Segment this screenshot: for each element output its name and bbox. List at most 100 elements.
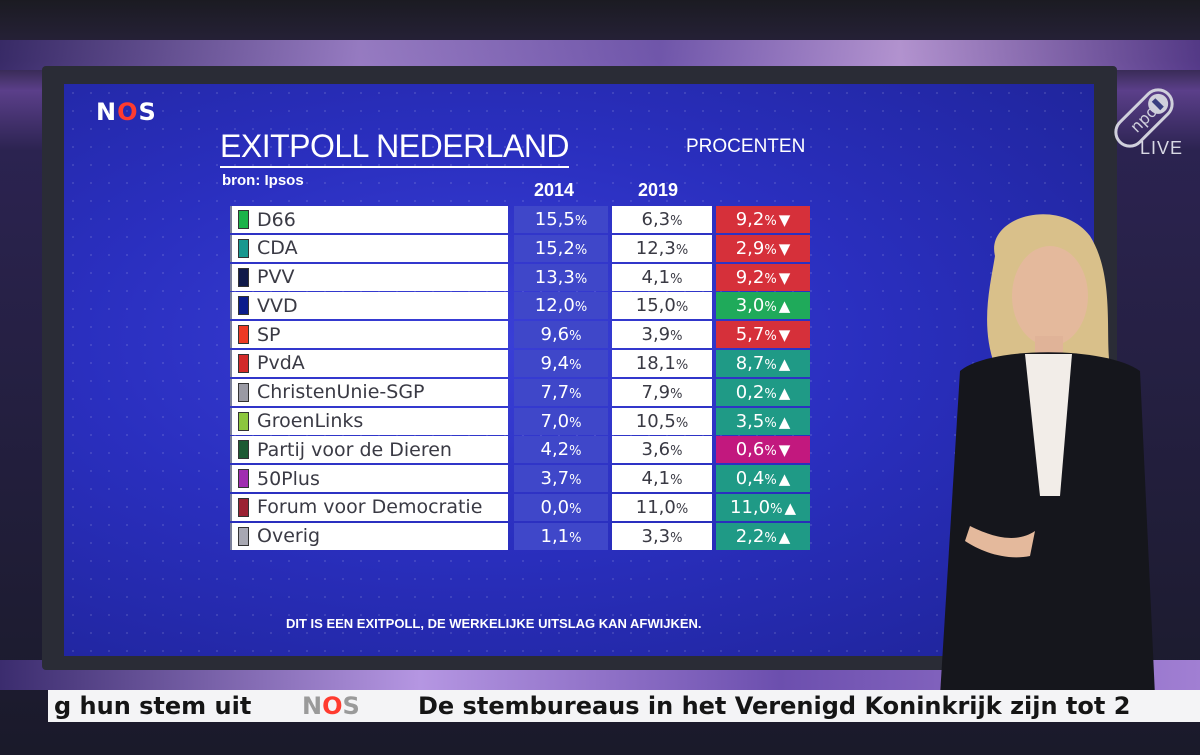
value-2019-cell: 3,9%	[612, 321, 712, 349]
percent-sign: %	[670, 271, 683, 287]
value-2014-cell: 12,0%	[514, 292, 608, 320]
change-cell: 0,4% ▲	[716, 465, 810, 493]
party-label: GroenLinks	[257, 410, 364, 433]
change-cell-value: 3,5	[735, 410, 765, 432]
table-row: Overig 1,1% 3,3% 2,2% ▲	[230, 522, 810, 552]
party-color-swatch	[238, 325, 249, 345]
value-2014-cell: 7,0%	[514, 407, 608, 435]
percent-sign: %	[764, 357, 777, 373]
value-2014-cell: 1,1%	[514, 522, 608, 550]
value-2014-cell-value: 3,7	[540, 468, 570, 490]
value-2014-cell-value: 9,6	[540, 324, 570, 346]
arrow-down-icon: ▼	[778, 211, 791, 229]
percent-sign: %	[764, 300, 777, 316]
party-color-swatch	[238, 353, 249, 373]
table-row: D66 15,5% 6,3% 9,2% ▼	[230, 206, 810, 235]
chart-title: EXITPOLL NEDERLAND	[220, 128, 570, 168]
table-row: GroenLinks 7,0% 10,5% 3,5% ▲	[230, 407, 810, 437]
ticker-nos-logo: NOS	[302, 692, 360, 720]
change-cell: 3,5% ▲	[716, 407, 810, 435]
value-2019-cell: 4,1%	[612, 465, 712, 493]
table-row: 50Plus 3,7% 4,1% 0,4% ▲	[230, 465, 810, 494]
percent-sign: %	[670, 473, 683, 489]
value-2014-cell: 15,5%	[514, 206, 608, 233]
value-2014-cell-value: 0,0	[540, 496, 570, 518]
percent-sign: %	[764, 415, 777, 431]
arrow-up-icon: ▲	[778, 297, 791, 316]
value-2019-cell: 3,6%	[612, 436, 712, 464]
party-label: PvdA	[257, 352, 305, 375]
arrow-up-icon: ▲	[784, 498, 796, 517]
party-color-swatch	[238, 411, 249, 431]
value-2014-cell: 3,7%	[514, 465, 608, 493]
percent-sign: %	[764, 530, 777, 546]
value-2014-cell: 9,4%	[514, 349, 608, 377]
percent-sign: %	[574, 271, 588, 287]
value-2019-cell-value: 18,1	[635, 352, 676, 374]
column-header-2014: 2014	[534, 180, 575, 200]
arrow-up-icon: ▲	[778, 412, 791, 431]
arrow-down-icon: ▼	[778, 441, 791, 460]
percent-sign: %	[764, 444, 777, 460]
value-2019-cell: 12,3%	[612, 234, 712, 262]
unit-label: PROCENTEN	[686, 136, 806, 157]
change-cell: 0,2% ▲	[716, 378, 810, 406]
results-table: D66 15,5% 6,3% 9,2% ▼ CDA 15,2% 12,3% 2,9% ▼ PVV 13…	[230, 206, 810, 552]
party-color-swatch	[238, 440, 249, 460]
party-name-cell: SP	[230, 321, 508, 349]
party-name-cell: Forum voor Democratie	[230, 493, 508, 521]
table-row: CDA 15,2% 12,3% 2,9% ▼	[230, 234, 810, 264]
party-name-cell: PVV	[230, 263, 508, 291]
arrow-down-icon: ▼	[778, 239, 791, 258]
party-label: Forum voor Democratie	[257, 496, 483, 519]
change-cell-value: 8,7	[735, 352, 765, 374]
party-color-swatch	[238, 469, 249, 489]
value-2014-cell-value: 1,1	[540, 525, 570, 547]
change-cell: 2,2% ▲	[716, 522, 810, 550]
arrow-up-icon: ▲	[778, 354, 791, 373]
party-color-swatch	[238, 238, 249, 258]
party-name-cell: Overig	[230, 522, 508, 550]
value-2019-cell-value: 4,1	[641, 266, 671, 288]
percent-sign: %	[675, 242, 689, 258]
table-row: SP 9,6% 3,9% 5,7% ▼	[230, 321, 810, 350]
percent-sign: %	[574, 242, 588, 258]
percent-sign: %	[670, 214, 683, 229]
percent-sign: %	[764, 473, 777, 489]
value-2019-cell-value: 3,3	[641, 525, 671, 547]
percent-sign: %	[670, 386, 683, 402]
npo-1-logo-icon: npo	[1114, 88, 1174, 148]
party-label: 50Plus	[257, 467, 320, 490]
change-cell-value: 0,2	[735, 381, 765, 403]
party-name-cell: GroenLinks	[230, 407, 508, 435]
nos-logo: NOS	[96, 98, 157, 126]
change-cell: 11,0% ▲	[716, 493, 810, 521]
exitpoll-graphic: NOS EXITPOLL NEDERLAND bron: Ipsos PROCE…	[64, 84, 1094, 656]
arrow-up-icon: ▲	[778, 527, 791, 546]
value-2014-cell-value: 12,0	[534, 295, 575, 317]
value-2014-cell-value: 4,2	[540, 439, 570, 461]
percent-sign: %	[569, 357, 582, 373]
party-name-cell: D66	[230, 206, 508, 233]
value-2019-cell-value: 4,1	[641, 468, 671, 490]
percent-sign: %	[670, 444, 683, 460]
column-header-2019: 2019	[638, 180, 679, 200]
news-ticker: g hun stem uit NOS De stembureaus in het…	[48, 690, 1200, 722]
party-color-swatch	[238, 296, 249, 316]
value-2014-cell-value: 7,0	[540, 410, 570, 432]
party-color-swatch	[238, 526, 249, 546]
percent-sign: %	[675, 415, 689, 431]
arrow-down-icon: ▼	[778, 326, 791, 345]
party-color-swatch	[238, 267, 249, 287]
value-2019-cell: 6,3%	[612, 206, 712, 233]
value-2014-cell: 7,7%	[514, 378, 608, 406]
percent-sign: %	[569, 444, 582, 460]
value-2014-cell-value: 9,4	[540, 352, 570, 374]
value-2019-cell: 11,0%	[612, 493, 712, 521]
change-cell: 5,7% ▼	[716, 321, 810, 349]
table-row: ChristenUnie-SGP 7,7% 7,9% 0,2% ▲	[230, 378, 810, 408]
percent-sign: %	[764, 271, 777, 287]
value-2019-cell-value: 3,6	[641, 439, 671, 461]
change-cell: 2,9% ▼	[716, 234, 810, 262]
value-2014-cell: 0,0%	[514, 493, 608, 521]
